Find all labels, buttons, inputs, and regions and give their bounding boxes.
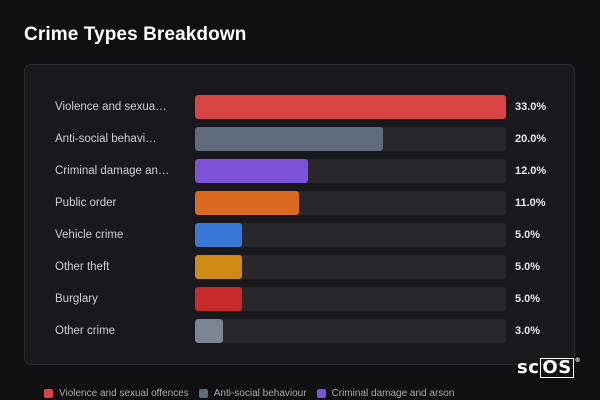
bar-row: Violence and sexua… 33.0% [25, 95, 574, 119]
bar [195, 95, 506, 119]
bar-row: Criminal damage an… 12.0% [25, 159, 574, 183]
bar-label: Burglary [55, 293, 98, 305]
bar-row: Other theft 5.0% [25, 255, 574, 279]
bar-value-label: 5.0% [515, 261, 541, 273]
bar-label: Violence and sexua… [55, 101, 167, 113]
bar-row: Other crime 3.0% [25, 319, 574, 343]
bar-value-label: 12.0% [515, 165, 547, 177]
legend-item: Violence and sexual offences [44, 388, 189, 399]
bar-row: Anti-social behavi… 20.0% [25, 127, 574, 151]
bar-value-label: 33.0% [515, 101, 547, 113]
bar-label: Other crime [55, 325, 116, 337]
legend-swatch [44, 389, 53, 398]
bar [195, 223, 243, 247]
bar-value-label: 5.0% [515, 293, 541, 305]
bar-track [195, 255, 506, 279]
bar-value-label: 11.0% [515, 197, 546, 209]
bar-track [195, 223, 506, 247]
bar-value-label: 3.0% [515, 325, 541, 337]
bar-track [195, 319, 506, 343]
bar-row: Vehicle crime 5.0% [25, 223, 574, 247]
bar-label: Other theft [55, 261, 110, 273]
bar [195, 287, 243, 311]
brand-logo: sc OS ® [517, 357, 582, 378]
legend-item: Criminal damage and arson [316, 388, 455, 399]
bar-label: Vehicle crime [55, 229, 124, 241]
bar-track [195, 95, 506, 119]
bar [195, 255, 243, 279]
bar [195, 319, 224, 343]
bar-track [195, 127, 506, 151]
legend-label: Violence and sexual offences [59, 388, 189, 399]
bar-row: Burglary 5.0% [25, 287, 574, 311]
bar-label: Criminal damage an… [55, 165, 170, 177]
legend-item: Anti-social behaviour [198, 388, 307, 399]
bar-value-label: 20.0% [515, 133, 547, 145]
bar [195, 127, 384, 151]
bar-track [195, 159, 506, 183]
legend-swatch [316, 389, 326, 398]
bar-track [195, 287, 506, 311]
bar-row: Public order 11.0% [25, 191, 574, 215]
legend-swatch [198, 389, 208, 398]
chart-card: Violence and sexua… 33.0% Anti-social beha… [24, 64, 575, 365]
bar-label: Anti-social behavi… [55, 133, 157, 145]
bar-label: Public order [55, 197, 117, 209]
bar-track [195, 191, 506, 215]
legend-label: Criminal damage and arson [331, 388, 455, 399]
bar [195, 191, 299, 215]
bar [195, 159, 309, 183]
bar-value-label: 5.0% [515, 229, 541, 241]
legend-label: Anti-social behaviour [213, 388, 307, 399]
chart-legend: Violence and sexual offences Anti-social … [44, 388, 464, 399]
page-title: Crime Types Breakdown [24, 24, 247, 45]
